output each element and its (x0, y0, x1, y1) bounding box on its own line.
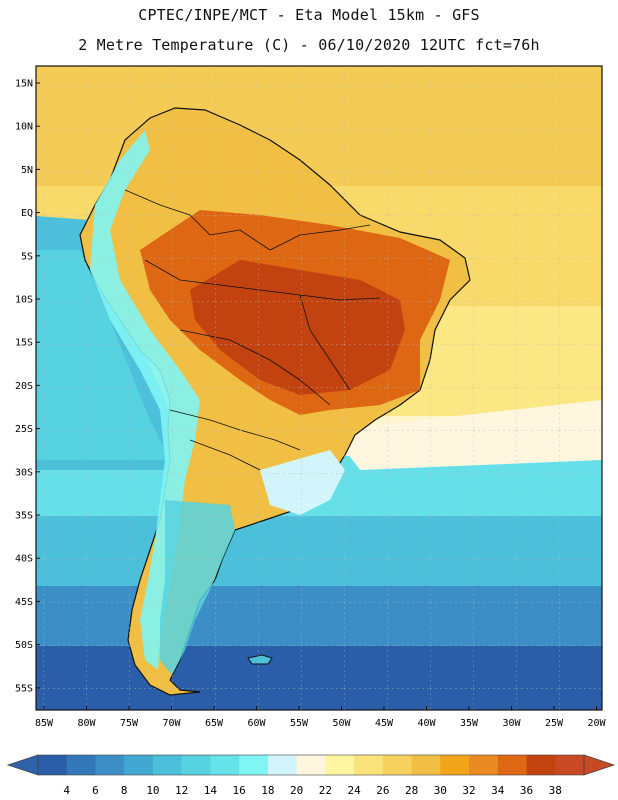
lat-tick-label: 40S (15, 554, 33, 565)
colorbar-label: 30 (434, 784, 447, 797)
title-line-2: 2 Metre Temperature (C) - 06/10/2020 12U… (78, 36, 540, 54)
latitude-axis: 15N 10N 5N EQ 5S 10S 15S 20S 25S 30S 35S 40S 45S 50S 5… (15, 79, 40, 694)
lat-tick-label: 15S (15, 338, 33, 349)
lat-tick-label: 50S (15, 640, 33, 651)
lon-tick-label: 30W (502, 718, 521, 729)
colorbar-swatch (95, 755, 125, 775)
lon-tick-label: 75W (120, 718, 139, 729)
colorbar-label: 36 (520, 784, 533, 797)
lon-tick-label: 35W (460, 718, 479, 729)
colorbar-label: 26 (376, 784, 389, 797)
colorbar-swatch (325, 755, 355, 775)
lon-tick-label: 70W (162, 718, 181, 729)
colorbar-label: 18 (261, 784, 274, 797)
colorbar-label: 20 (290, 784, 303, 797)
colorbar-label: 38 (549, 784, 562, 797)
lon-tick-label: 25W (545, 718, 564, 729)
colorbar-swatch (354, 755, 384, 775)
lat-tick-label: 10S (15, 295, 33, 306)
colorbar-swatch (555, 755, 585, 775)
colorbar-swatch (124, 755, 154, 775)
lat-tick-label: 5N (21, 165, 33, 176)
longitude-axis: 85W 80W 75W 70W 65W 60W 55W 50W 45W 40W 35W 30W 25W 2… (35, 706, 607, 729)
colorbar-swatch (497, 755, 528, 775)
colorbar-label: 22 (319, 784, 332, 797)
colorbar-left-arrow (6, 754, 39, 776)
lon-tick-label: 55W (290, 718, 309, 729)
colorbar-label: 14 (204, 784, 218, 797)
lon-tick-label: 60W (247, 718, 266, 729)
colorbar-swatch (66, 755, 96, 775)
lat-tick-label: 55S (15, 683, 33, 694)
lat-tick-label: 35S (15, 511, 33, 522)
lat-tick-label: 15N (15, 79, 33, 90)
colorbar-right-arrow (583, 754, 616, 776)
colorbar: 4 6 8 10 12 14 16 18 20 22 24 26 28 30 32 34 36 38 (6, 754, 616, 797)
colorbar-swatch (267, 755, 298, 775)
colorbar-swatch (469, 755, 499, 775)
colorbar-swatch (440, 755, 470, 775)
colorbar-label: 12 (175, 784, 188, 797)
colorbar-label: 34 (491, 784, 505, 797)
lat-tick-label: EQ (21, 208, 33, 219)
colorbar-swatch (526, 755, 556, 775)
colorbar-swatch (382, 755, 413, 775)
lat-tick-label: 20S (15, 381, 33, 392)
colorbar-swatch (411, 755, 441, 775)
colorbar-label: 16 (233, 784, 246, 797)
colorbar-label: 6 (92, 784, 99, 797)
lat-tick-label: 5S (21, 251, 33, 262)
lon-tick-label: 20W (587, 718, 606, 729)
colorbar-label: 4 (63, 784, 70, 797)
lon-tick-label: 40W (417, 718, 436, 729)
title-line-1: CPTEC/INPE/MCT - Eta Model 15km - GFS (138, 6, 480, 24)
colorbar-swatch (239, 755, 269, 775)
colorbar-label: 24 (347, 784, 361, 797)
lon-tick-label: 80W (77, 718, 96, 729)
lat-tick-label: 45S (15, 597, 33, 608)
lon-tick-label: 50W (332, 718, 351, 729)
lon-tick-label: 85W (35, 718, 54, 729)
colorbar-label: 8 (121, 784, 128, 797)
colorbar-label: 10 (146, 784, 159, 797)
colorbar-swatch (210, 755, 240, 775)
lat-tick-label: 10N (15, 122, 33, 133)
colorbar-label: 28 (405, 784, 418, 797)
colorbar-swatch (38, 755, 68, 775)
map-frame (35, 65, 603, 711)
colorbar-label: 32 (462, 784, 475, 797)
colorbar-swatch (181, 755, 211, 775)
lon-tick-label: 45W (375, 718, 394, 729)
lat-tick-label: 25S (15, 424, 33, 435)
colorbar-frame (37, 754, 585, 776)
lon-tick-label: 65W (205, 718, 224, 729)
map-gridlines (36, 66, 602, 710)
colorbar-swatch (152, 755, 183, 775)
colorbar-swatch (296, 755, 326, 775)
lat-tick-label: 30S (15, 467, 33, 478)
